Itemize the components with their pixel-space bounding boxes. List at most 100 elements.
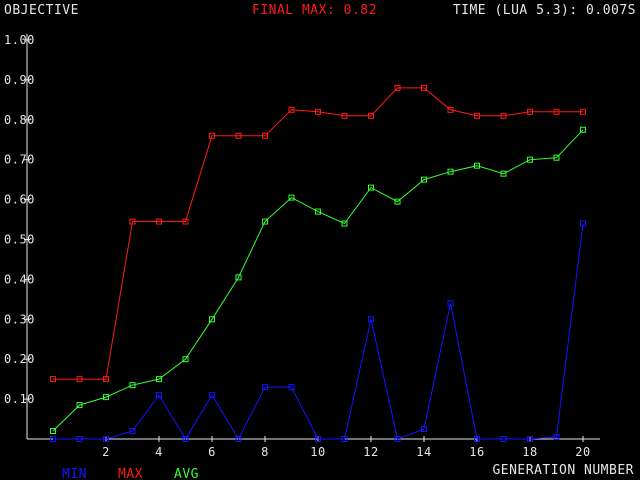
series-avg: [50, 126, 586, 435]
legend-entry-max: MAX: [118, 467, 143, 480]
data-point-avg: [50, 428, 56, 435]
data-point-min: [553, 434, 560, 441]
data-point-min: [50, 436, 56, 442]
data-point-min: [447, 300, 454, 307]
final-max-label: FINAL MAX: 0.82: [252, 3, 377, 18]
data-point-avg: [421, 176, 427, 183]
data-point-avg: [474, 162, 480, 169]
legend-entry-avg: AVG: [174, 467, 199, 480]
data-point-avg: [527, 156, 533, 163]
data-point-min: [527, 436, 533, 442]
objective-label: OBJECTIVE: [4, 3, 79, 18]
data-point-max: [103, 376, 109, 383]
x-tick-label: 8: [261, 445, 269, 459]
legend: MIN MAX AVG: [62, 467, 199, 480]
x-tick-label: 12: [363, 445, 378, 459]
x-tick-label: 6: [208, 445, 216, 459]
data-point-avg: [447, 168, 454, 175]
x-axis-label: GENERATION NUMBER: [492, 463, 634, 478]
data-point-avg: [235, 274, 242, 281]
data-point-min: [474, 436, 480, 442]
data-point-min: [500, 436, 507, 442]
data-point-avg: [315, 208, 321, 215]
data-point-max: [182, 218, 189, 225]
data-point-avg: [129, 382, 136, 389]
y-tick-label: 0.40: [4, 272, 35, 286]
data-point-min: [209, 392, 215, 399]
data-point-max: [394, 84, 401, 91]
data-point-max: [500, 112, 507, 119]
data-point-max: [527, 108, 533, 115]
data-point-avg: [262, 218, 268, 225]
y-tick-label: 0.60: [4, 193, 35, 207]
x-tick-label: 16: [469, 445, 484, 459]
data-point-min: [76, 436, 83, 442]
y-tick-label: 0.50: [4, 233, 35, 247]
data-point-max: [156, 218, 162, 225]
data-point-avg: [553, 154, 560, 161]
data-point-avg: [341, 220, 348, 227]
data-point-max: [288, 106, 295, 113]
data-point-min: [262, 384, 268, 391]
data-point-max: [209, 132, 215, 139]
data-point-max: [129, 218, 136, 225]
data-point-min: [394, 436, 401, 442]
y-tick-label: 0.10: [4, 392, 35, 406]
series-line-avg: [52, 129, 584, 432]
data-point-avg: [103, 394, 109, 401]
time-label: TIME (LUA 5.3): 0.007S: [453, 3, 636, 18]
data-point-min: [421, 426, 427, 433]
x-tick-label: 14: [416, 445, 431, 459]
x-tick-label: 4: [155, 445, 163, 459]
x-tick-label: 2: [102, 445, 110, 459]
data-point-avg: [76, 402, 83, 409]
x-tick-label: 10: [310, 445, 325, 459]
legend-entry-min: MIN: [62, 467, 87, 480]
data-point-max: [341, 112, 348, 119]
data-point-max: [580, 108, 586, 115]
data-point-avg: [368, 184, 374, 191]
data-point-max: [421, 84, 427, 91]
series-line-min: [53, 223, 584, 441]
data-point-min: [368, 316, 374, 323]
y-tick-label: 0.80: [4, 113, 35, 127]
series-max: [50, 84, 586, 383]
data-point-max: [474, 112, 480, 119]
y-tick-label: 1.00: [4, 33, 35, 47]
data-point-max: [50, 376, 56, 383]
data-point-max: [76, 376, 83, 383]
data-point-min: [288, 384, 295, 391]
y-tick-label: 0.30: [4, 312, 35, 326]
data-point-min: [580, 220, 586, 227]
data-point-min: [315, 436, 321, 442]
y-tick-label: 0.20: [4, 352, 35, 366]
data-point-min: [182, 436, 189, 442]
data-point-avg: [394, 198, 401, 205]
y-tick-label: 0.70: [4, 153, 35, 167]
data-point-min: [156, 392, 162, 399]
x-tick-label: 20: [575, 445, 590, 459]
data-point-avg: [156, 376, 162, 383]
series-group: [50, 84, 586, 442]
data-point-max: [368, 112, 374, 119]
data-point-avg: [580, 126, 586, 133]
data-point-avg: [209, 316, 215, 323]
series-min: [50, 220, 586, 442]
data-point-max: [447, 106, 454, 113]
data-point-min: [235, 436, 242, 442]
data-point-avg: [288, 194, 295, 201]
axes: 0.10 0.20 0.30 0.40 0.50 0.60 0.70 0.80 0.90 1.00…: [4, 33, 600, 459]
data-point-min: [129, 428, 136, 435]
data-point-min: [103, 436, 109, 442]
data-point-avg: [182, 356, 189, 363]
data-point-max: [553, 108, 560, 115]
series-line-max: [53, 87, 583, 380]
data-point-avg: [500, 170, 507, 177]
data-point-max: [315, 108, 321, 115]
data-point-min: [341, 436, 348, 442]
x-tick-label: 18: [522, 445, 537, 459]
data-point-max: [235, 132, 242, 139]
y-tick-label: 0.90: [4, 73, 35, 87]
data-point-max: [262, 132, 268, 139]
